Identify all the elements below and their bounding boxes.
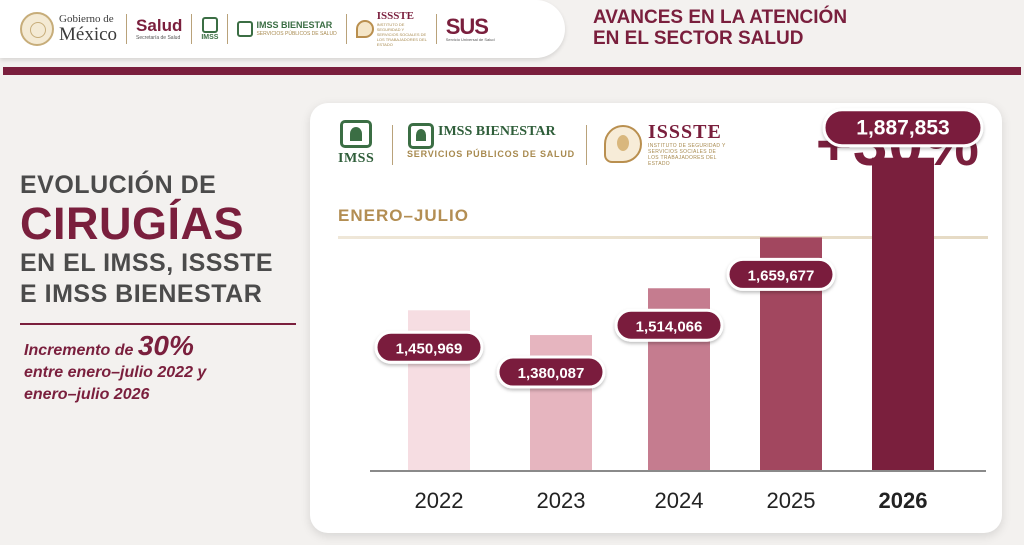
coat-of-arms-icon (20, 12, 54, 46)
period-underline (338, 236, 988, 239)
salud-logo: Salud Secretaría de Salud (136, 17, 182, 41)
card-imss-text: IMSS (338, 151, 375, 166)
sus-logo: SUS Servicio Universal de Salud (446, 16, 495, 42)
headline-line4: E IMSS BIENESTAR (20, 280, 263, 308)
data-label-2022: 1,450,969 (374, 330, 484, 364)
data-label-text: 1,887,853 (856, 117, 949, 140)
increment-line3: enero–julio 2026 (24, 386, 150, 403)
imss-logo: IMSS (201, 17, 218, 41)
data-label-2026: 1,887,853 (822, 108, 984, 148)
imss-bienestar-sub: SERVICIOS PÚBLICOS DE SALUD (256, 30, 337, 37)
period-label: ENERO–JULIO (338, 206, 469, 225)
chart-card: IMSS IMSS BIENESTAR SERVICIOS PÚBLICOS D… (310, 103, 1002, 533)
data-label-2023: 1,380,087 (496, 355, 606, 389)
card-imss-bienestar-sub: SERVICIOS PÚBLICOS DE SALUD (407, 149, 575, 159)
data-label-text: 1,514,066 (636, 318, 703, 335)
headline-line3: EN EL IMSS, ISSSTE (20, 249, 274, 277)
gobierno-line2: México (59, 24, 118, 45)
header-title: AVANCES EN LA ATENCIÓN EN EL SECTOR SALU… (593, 7, 1013, 49)
issste-sub: INSTITUTO DE SEGURIDAD Y SERVICIOS SOCIA… (376, 22, 427, 47)
data-label-2025: 1,659,677 (726, 257, 836, 291)
imss-bienestar-text: IMSS BIENESTAR (256, 20, 333, 31)
logo-divider (191, 14, 193, 44)
data-label-text: 1,380,087 (518, 365, 585, 382)
increment-line2: entre enero–julio 2022 y (24, 364, 207, 381)
card-imss-bienestar-text: IMSS BIENESTAR (438, 124, 556, 139)
sus-text: SUS (445, 14, 489, 39)
card-imss-bienestar-logo: IMSS BIENESTAR SERVICIOS PÚBLICOS DE SAL… (407, 123, 575, 159)
logo-divider (126, 14, 128, 44)
issste-emblem-icon (604, 125, 642, 163)
data-label-text: 1,450,969 (396, 340, 463, 357)
imss-bienestar-emblem-icon (237, 21, 254, 37)
headline-cirugias: CIRUGÍAS (20, 198, 245, 249)
issste-logo: ISSSTE INSTITUTO DE SEGURIDAD Y SERVICIO… (355, 10, 427, 47)
logo-divider (345, 14, 347, 44)
card-logo-divider (586, 125, 587, 165)
imss-bienestar-logo: IMSS BIENESTAR SERVICIOS PÚBLICOS DE SAL… (237, 20, 337, 37)
imss-emblem-icon (340, 120, 373, 148)
bar-2023 (530, 335, 592, 470)
card-issste-text: ISSSTE (648, 121, 722, 143)
data-label-2024: 1,514,066 (614, 308, 724, 342)
header-divider (3, 67, 1021, 75)
salud-text: Salud (136, 16, 183, 35)
increment-note: Incremento de 30% entre enero–julio 2022… (20, 332, 300, 406)
card-issste-logo: ISSSTE INSTITUTO DE SEGURIDAD Y SERVICIO… (604, 121, 726, 167)
logo-divider (227, 14, 229, 44)
x-tick-2025: 2025 (767, 488, 816, 513)
imss-text: IMSS (201, 34, 219, 41)
card-logo-divider (392, 125, 393, 165)
sus-sub: Servicio Universal de Salud (445, 37, 495, 42)
gobierno-line1: Gobierno de (59, 13, 114, 25)
x-tick-2026: 2026 (879, 488, 928, 513)
headline-line1: EVOLUCIÓN DE (20, 171, 217, 199)
left-headline: EVOLUCIÓN DE CIRUGÍAS EN EL IMSS, ISSSTE… (20, 170, 300, 406)
increment-pct: 30% (137, 330, 194, 361)
salud-sub: Secretaría de Salud (136, 35, 181, 41)
issste-emblem-icon (355, 20, 374, 38)
card-issste-sub: INSTITUTO DE SEGURIDAD Y SERVICIOS SOCIA… (648, 143, 726, 167)
logo-divider (435, 14, 437, 44)
imss-emblem-icon (201, 17, 218, 33)
gobierno-logo: Gobierno de México (20, 12, 117, 46)
bar-2026 (872, 157, 934, 470)
header-title-line1: AVANCES EN LA ATENCIÓN (593, 7, 848, 28)
header-title-line2: EN EL SECTOR SALUD (593, 28, 804, 49)
data-label-text: 1,659,677 (748, 267, 815, 284)
x-tick-2024: 2024 (655, 488, 704, 513)
x-tick-2023: 2023 (537, 488, 586, 513)
increment-prefix: Incremento de (24, 342, 138, 359)
imss-bienestar-emblem-icon (408, 123, 434, 149)
x-tick-2022: 2022 (415, 488, 464, 513)
issste-text: ISSSTE (376, 10, 414, 22)
headline-rule (20, 323, 296, 325)
card-imss-logo: IMSS (338, 120, 374, 167)
bar-chart: 1,450,969 2022 1,380,087 2023 1,514,066 2024 1… (370, 108, 986, 513)
header-logo-bar: Gobierno de México Salud Secretaría de S… (0, 0, 565, 58)
